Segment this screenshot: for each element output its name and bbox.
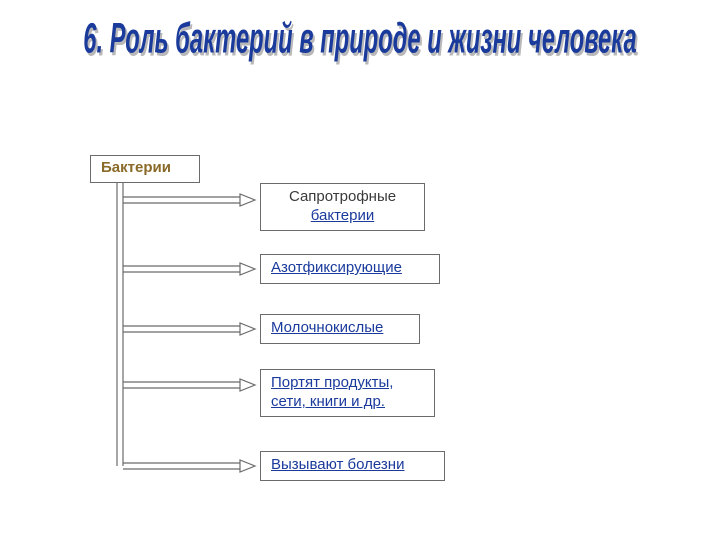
child-label-line1: Портят продукты, [271,374,424,393]
child-label: Вызывают болезни [271,456,404,473]
title-text: 6. Роль бактерий в природе и жизни челов… [83,15,636,63]
child-node-c0: Сапротрофныебактерии [260,183,425,231]
child-node-c1: Азотфиксирующие [260,254,440,284]
child-label-line2: бактерии [271,207,414,226]
child-label: Азотфиксирующие [271,259,402,276]
root-node: Бактерии [90,155,200,183]
child-node-c2: Молочнокислые [260,314,420,344]
child-label-line1: Сапротрофные [271,188,414,207]
child-label: Молочнокислые [271,319,383,336]
page-title: 6. Роль бактерий в природе и жизни челов… [18,15,702,64]
root-label: Бактерии [101,159,171,176]
child-node-c4: Вызывают болезни [260,451,445,481]
child-node-c3: Портят продукты,сети, книги и др. [260,369,435,417]
child-label-line2: сети, книги и др. [271,393,424,412]
